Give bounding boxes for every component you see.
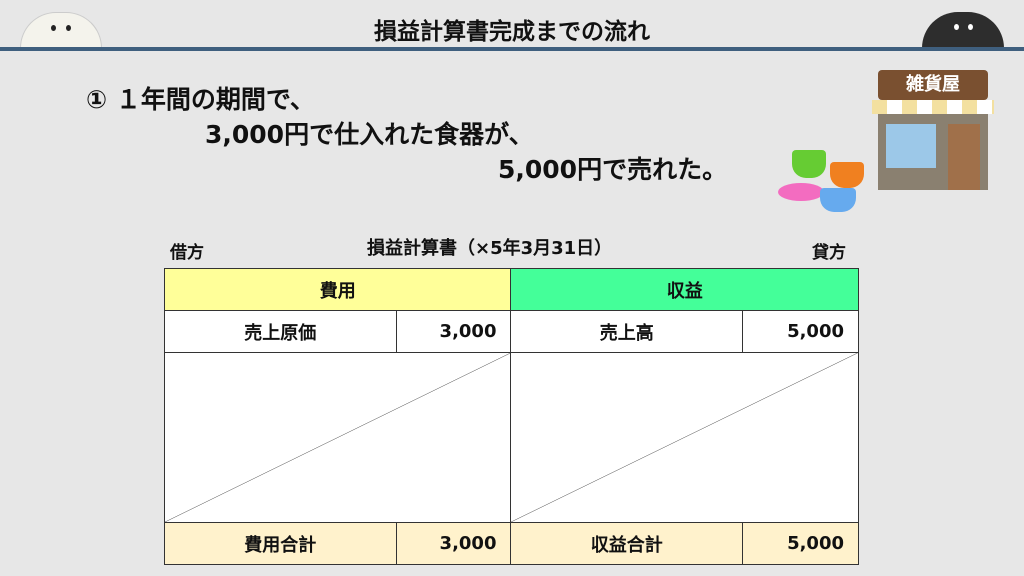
revenue-header: 収益: [510, 268, 859, 311]
intro-line-1: ① １年間の期間で、: [86, 85, 315, 114]
expense-amount: 3,000: [395, 310, 512, 353]
intro-line-2: 3,000円で仕入れた食器が、: [205, 120, 534, 149]
revenue-amount: 5,000: [742, 310, 859, 353]
divider: [0, 47, 1024, 51]
expense-total: 3,000: [395, 522, 512, 565]
statement-title: 損益計算書（×5年3月31日）: [367, 238, 613, 259]
shop-sign: 雑貨屋: [878, 70, 988, 100]
expense-blank-area: [163, 352, 512, 523]
revenue-total-label: 収益合計: [510, 522, 744, 565]
page-title: 損益計算書完成までの流れ: [374, 19, 650, 45]
intro-line-3: 5,000円で売れた。: [498, 155, 728, 184]
debit-label: 借方: [170, 243, 204, 263]
expense-total-label: 費用合計: [164, 522, 397, 565]
expense-header: 費用: [163, 268, 512, 311]
shop-illustration: 雑貨屋: [872, 70, 994, 190]
revenue-blank-area: [510, 352, 859, 523]
expense-item: 売上原価: [164, 310, 397, 353]
credit-label: 貸方: [812, 243, 846, 263]
revenue-total: 5,000: [742, 522, 859, 565]
revenue-item: 売上高: [510, 310, 744, 353]
income-statement-table: 費用 収益 売上原価 3,000 売上高 5,000 費用合計 3,000 収益…: [163, 268, 859, 565]
